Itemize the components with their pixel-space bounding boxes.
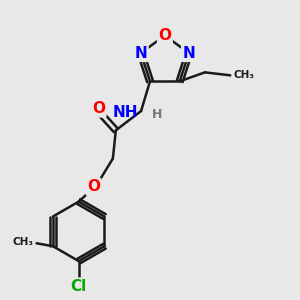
Text: CH₃: CH₃ (234, 70, 255, 80)
Text: O: O (87, 179, 100, 194)
Text: Cl: Cl (70, 279, 87, 294)
Text: CH₃: CH₃ (12, 237, 33, 247)
Text: N: N (182, 46, 195, 61)
Text: H: H (152, 108, 162, 121)
Text: NH: NH (112, 105, 138, 120)
Text: O: O (158, 28, 171, 43)
Text: N: N (134, 46, 147, 61)
Text: O: O (92, 101, 105, 116)
